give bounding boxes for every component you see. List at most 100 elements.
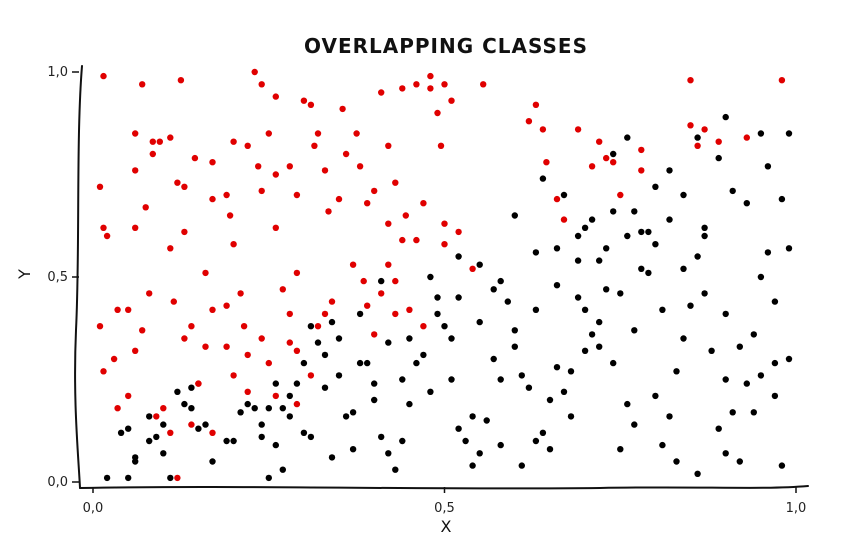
black-point	[560, 191, 568, 199]
red-point	[420, 323, 427, 330]
red-point	[378, 290, 385, 297]
red-point	[272, 392, 279, 400]
black-point	[272, 380, 279, 387]
red-point	[142, 204, 149, 211]
black-point	[167, 474, 174, 482]
black-point	[631, 208, 638, 215]
red-point	[293, 269, 301, 277]
black-point	[553, 282, 561, 289]
x-tick-label: 0,0	[83, 501, 104, 516]
black-point	[518, 462, 525, 469]
red-point	[181, 335, 188, 342]
red-point	[132, 224, 139, 231]
red-series	[96, 68, 786, 482]
red-point	[469, 265, 476, 272]
black-point	[462, 437, 469, 445]
black-point	[378, 277, 385, 285]
black-point	[610, 208, 617, 215]
red-point	[181, 183, 188, 190]
red-point	[441, 241, 448, 248]
red-point	[687, 122, 694, 129]
black-point	[497, 277, 504, 285]
red-point	[385, 220, 392, 227]
red-point	[96, 323, 104, 330]
red-point	[279, 286, 286, 293]
red-point	[610, 159, 617, 166]
red-point	[539, 126, 547, 133]
black-point	[680, 191, 687, 199]
red-point	[321, 310, 329, 318]
black-point	[455, 294, 462, 301]
red-point	[406, 306, 413, 313]
black-point	[160, 450, 167, 457]
black-point	[455, 425, 462, 432]
black-point	[342, 413, 350, 420]
y-tick-label: 0,5	[47, 270, 68, 285]
black-point	[103, 474, 111, 482]
red-point	[778, 77, 786, 84]
red-point	[110, 355, 118, 363]
red-point	[258, 187, 265, 195]
red-point	[230, 241, 237, 248]
red-point	[392, 179, 399, 186]
black-point	[546, 396, 554, 404]
red-point	[125, 392, 132, 400]
black-point	[736, 343, 743, 350]
black-point	[307, 433, 315, 441]
axes	[74, 65, 809, 490]
black-point	[356, 359, 364, 367]
black-point	[188, 405, 195, 412]
black-point	[638, 228, 645, 236]
red-point	[96, 183, 104, 190]
red-point	[265, 359, 272, 367]
black-point	[490, 286, 497, 293]
red-point	[230, 372, 237, 379]
red-point	[174, 474, 181, 482]
black-point	[666, 167, 673, 174]
black-point	[722, 113, 729, 121]
red-point	[427, 85, 434, 92]
black-point	[785, 355, 793, 363]
black-point	[314, 339, 322, 346]
x-tick-label: 0,5	[434, 501, 455, 516]
black-point	[321, 384, 329, 391]
red-point	[286, 310, 293, 318]
red-point	[314, 323, 322, 330]
red-point	[255, 163, 262, 170]
black-point	[743, 200, 750, 207]
black-point	[518, 372, 525, 379]
black-point	[476, 318, 483, 326]
red-point	[251, 68, 258, 76]
black-point	[729, 409, 736, 416]
red-point	[335, 195, 343, 203]
red-point	[191, 154, 199, 162]
black-point	[694, 134, 701, 141]
black-point	[132, 458, 139, 465]
black-point	[286, 392, 293, 400]
y-tick-label: 0,0	[47, 475, 68, 490]
black-point	[750, 331, 757, 338]
black-point	[195, 425, 202, 432]
red-point	[149, 150, 156, 158]
red-point	[441, 81, 448, 88]
red-point	[480, 81, 487, 88]
black-point	[652, 183, 659, 190]
black-point	[511, 343, 518, 350]
black-point	[610, 150, 617, 158]
red-point	[402, 212, 409, 219]
red-point	[209, 159, 216, 166]
chart-title: OVERLAPPING CLASSES	[304, 34, 588, 58]
black-point	[258, 421, 265, 428]
black-point	[652, 392, 659, 400]
red-point	[385, 261, 392, 268]
black-point	[701, 290, 708, 297]
black-point	[701, 224, 708, 231]
red-point	[392, 310, 399, 318]
red-point	[371, 187, 378, 195]
black-point	[385, 450, 392, 457]
black-point	[399, 376, 406, 383]
red-point	[132, 130, 139, 137]
red-point	[188, 421, 195, 428]
red-point	[356, 163, 364, 170]
black-point	[617, 446, 624, 453]
